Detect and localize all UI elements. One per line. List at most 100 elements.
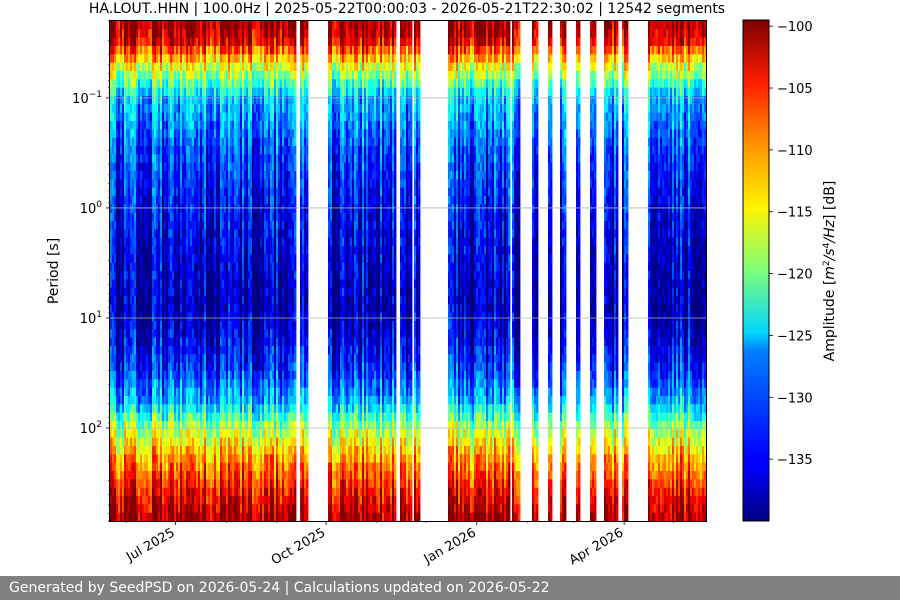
spectrogram-cell: [152, 279, 155, 289]
spectrogram-cell: [142, 404, 145, 414]
spectrogram-cell: [180, 446, 183, 455]
spectrogram-cell: [196, 446, 199, 455]
spectrogram-cell: [204, 337, 207, 347]
spectrogram-cell: [178, 496, 181, 505]
spectrogram-cell: [184, 279, 187, 289]
spectrogram-cell: [136, 446, 139, 455]
spectrogram-cell: [202, 404, 205, 414]
spectrogram-cell: [188, 271, 191, 280]
spectrogram-cell: [152, 404, 155, 414]
spectrogram-cell: [160, 79, 163, 89]
spectrogram-cell: [166, 87, 169, 97]
spectrogram-cell: [198, 379, 201, 389]
spectrogram-cell: [116, 329, 119, 339]
spectrogram-cell: [156, 279, 159, 289]
spectrogram-cell: [202, 287, 205, 297]
spectrogram-cell: [146, 362, 149, 372]
spectrogram-cell: [148, 154, 151, 164]
spectrogram-cell: [124, 237, 127, 247]
spectrogram-cell: [142, 412, 145, 422]
spectrogram-cell: [150, 362, 153, 372]
spectrogram-cell: [180, 121, 183, 130]
spectrogram-cell: [180, 496, 183, 505]
spectrogram-cell: [184, 504, 187, 514]
spectrogram-cell: [118, 321, 121, 330]
spectrogram-cell: [118, 379, 121, 389]
spectrogram-cell: [204, 221, 207, 230]
spectrogram-cell: [158, 221, 161, 230]
spectrogram-cell: [198, 112, 201, 122]
spectrogram-cell: [180, 337, 183, 347]
spectrogram-cell: [146, 379, 149, 389]
spectrogram-cell: [152, 254, 155, 264]
spectrogram-cell: [146, 296, 149, 305]
spectrogram-cell: [170, 229, 173, 239]
spectrogram-cell: [146, 479, 149, 489]
spectrogram-cell: [160, 354, 163, 364]
spectrogram-cell: [198, 321, 201, 330]
spectrogram-cell: [178, 21, 181, 30]
spectrogram-cell: [168, 421, 171, 430]
spectrogram-cell: [194, 512, 197, 522]
spectrogram-cell: [172, 462, 175, 472]
spectrogram-cell: [172, 221, 175, 230]
spectrogram-cell: [112, 446, 115, 455]
spectrogram-cell: [132, 262, 135, 272]
spectrogram-cell: [158, 387, 161, 397]
spectrogram-cell: [118, 512, 121, 522]
spectrogram-cell: [158, 371, 161, 380]
spectrogram-cell: [148, 362, 151, 372]
spectrogram-cell: [160, 196, 163, 205]
spectrogram-cell: [144, 137, 147, 147]
spectrogram-cell: [178, 171, 181, 180]
spectrogram-cell: [124, 246, 127, 255]
spectrogram-cell: [162, 371, 165, 380]
spectrogram-cell: [172, 337, 175, 347]
spectrogram-cell: [124, 221, 127, 230]
spectrogram-cell: [156, 154, 159, 164]
spectrogram-cell: [184, 412, 187, 422]
spectrogram-cell: [118, 87, 121, 97]
spectrogram-cell: [202, 437, 205, 447]
spectrogram-cell: [146, 146, 149, 155]
spectrogram-cell: [192, 129, 195, 139]
spectrogram-cell: [204, 71, 207, 80]
spectrogram-cell: [170, 21, 173, 30]
spectrogram-cell: [148, 396, 151, 405]
spectrogram-cell: [122, 371, 125, 380]
spectrogram-cell: [190, 221, 193, 230]
spectrogram-cell: [122, 112, 125, 122]
spectrogram-cell: [186, 71, 189, 80]
spectrogram-cell: [150, 279, 153, 289]
spectrogram-cell: [164, 312, 167, 322]
spectrogram-cell: [192, 104, 195, 114]
spectrogram-cell: [164, 371, 167, 380]
spectrogram-cell: [184, 362, 187, 372]
spectrogram-cell: [156, 371, 159, 380]
spectrogram-cell: [118, 179, 121, 189]
spectrogram-cell: [146, 121, 149, 130]
spectrogram-cell: [180, 196, 183, 205]
spectrogram-cell: [188, 137, 191, 147]
spectrogram-cell: [124, 62, 127, 72]
spectrogram-cell: [146, 471, 149, 480]
spectrogram-cell: [118, 162, 121, 172]
spectrogram-cell: [168, 337, 171, 347]
spectrogram-cell: [174, 354, 177, 364]
spectrogram-cell: [114, 404, 117, 414]
spectrogram-cell: [134, 346, 137, 355]
spectrogram-cell: [184, 87, 187, 97]
spectrogram-cell: [128, 471, 131, 480]
spectrogram-cell: [148, 354, 151, 364]
spectrogram-cell: [186, 437, 189, 447]
spectrogram-cell: [170, 312, 173, 322]
spectrogram-cell: [170, 37, 173, 47]
spectrogram-cell: [204, 387, 207, 397]
spectrogram-cell: [122, 312, 125, 322]
spectrogram-cell: [188, 29, 191, 39]
spectrogram-cell: [174, 362, 177, 372]
spectrogram-cell: [178, 129, 181, 139]
spectrogram-cell: [160, 421, 163, 430]
spectrogram-cell: [158, 112, 161, 122]
spectrogram-cell: [116, 379, 119, 389]
